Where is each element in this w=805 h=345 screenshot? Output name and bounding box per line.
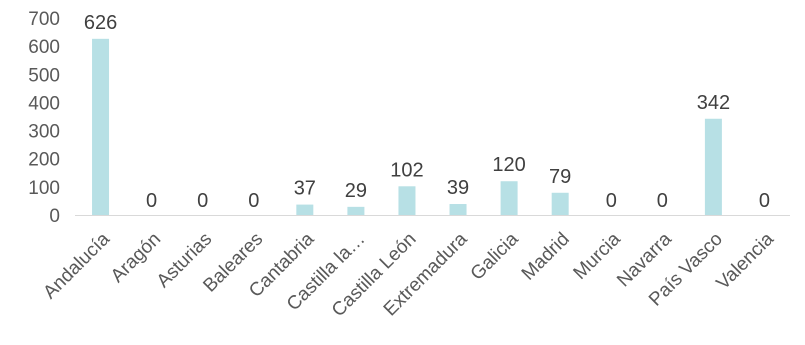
- bar: [296, 204, 314, 215]
- y-axis-ticks: 0 100 200 300 400 500 600 700: [28, 9, 60, 227]
- data-label: 37: [294, 178, 316, 200]
- bars: [92, 38, 722, 215]
- bar: [347, 206, 365, 215]
- data-label: 39: [447, 177, 469, 199]
- y-tick-label: 600: [28, 37, 60, 58]
- data-label: 29: [345, 180, 367, 202]
- y-tick-label: 0: [49, 206, 60, 227]
- data-label: 120: [492, 154, 525, 176]
- bar: [551, 192, 569, 215]
- data-label: 342: [697, 92, 730, 114]
- y-tick-label: 200: [28, 150, 60, 171]
- data-label: 0: [197, 190, 208, 212]
- bar: [704, 118, 722, 215]
- data-label: 0: [146, 190, 157, 212]
- category-labels: AndalucíaAragónAsturiasBalearesCantabria…: [39, 228, 778, 321]
- data-label: 0: [248, 190, 259, 212]
- category-label: Madrid: [518, 229, 574, 285]
- category-label: Andalucía: [39, 228, 114, 303]
- data-label: 0: [759, 190, 770, 212]
- bar: [449, 204, 467, 215]
- y-tick-label: 300: [28, 122, 60, 143]
- y-tick-label: 100: [28, 178, 60, 199]
- data-label: 0: [606, 190, 617, 212]
- category-label: Galicia: [467, 228, 523, 284]
- bar: [92, 38, 110, 215]
- bar: [398, 186, 416, 215]
- y-tick-label: 500: [28, 65, 60, 86]
- bar: [500, 181, 518, 215]
- data-labels: 626 0 0 0 37 29 102 39 120 79 0 0 342 0: [84, 12, 770, 212]
- y-tick-label: 400: [28, 93, 60, 114]
- data-label: 79: [549, 166, 571, 188]
- data-label: 102: [390, 159, 423, 181]
- data-label: 0: [657, 190, 668, 212]
- y-tick-label: 700: [28, 9, 60, 30]
- data-label: 626: [84, 12, 117, 34]
- category-label: Valencia: [713, 228, 779, 294]
